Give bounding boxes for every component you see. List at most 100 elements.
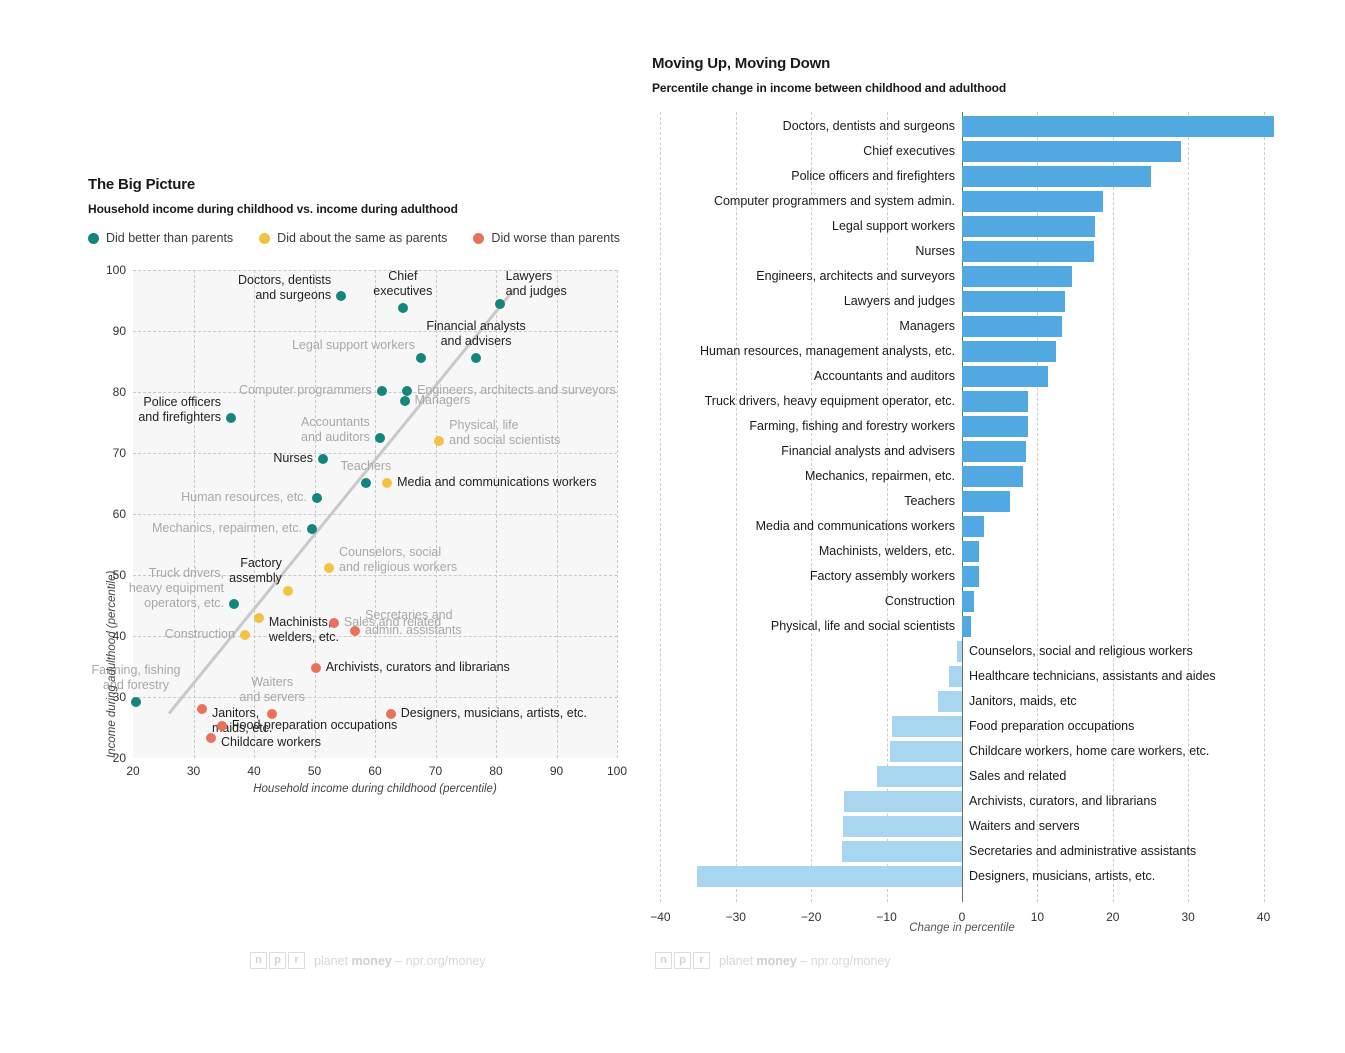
bar[interactable] <box>962 116 1275 137</box>
scatter-point[interactable] <box>385 709 396 720</box>
bar-row[interactable]: Healthcare technicians, assistants and a… <box>650 664 1345 689</box>
bar-row[interactable]: Physical, life and social scientists <box>650 614 1345 639</box>
bar[interactable] <box>843 791 962 812</box>
bar-row[interactable]: Secretaries and administrative assistant… <box>650 839 1345 864</box>
bar-row[interactable]: Teachers <box>650 489 1345 514</box>
scatter-point[interactable] <box>376 386 387 397</box>
bar[interactable] <box>956 641 962 662</box>
bar[interactable] <box>962 316 1063 337</box>
bar-row[interactable]: Nurses <box>650 239 1345 264</box>
scatter-point[interactable] <box>434 436 445 447</box>
bar[interactable] <box>962 516 984 537</box>
npr-letter-r: r <box>288 952 305 969</box>
bar[interactable] <box>962 241 1094 262</box>
scatter-point[interactable] <box>350 626 361 637</box>
bar-row[interactable]: Childcare workers, home care workers, et… <box>650 739 1345 764</box>
bar-row[interactable]: Computer programmers and system admin. <box>650 189 1345 214</box>
scatter-point[interactable] <box>206 732 217 743</box>
scatter-point[interactable] <box>253 612 264 623</box>
scatter-point[interactable] <box>311 493 322 504</box>
scatter-point[interactable] <box>267 709 278 720</box>
scatter-point[interactable] <box>239 629 250 640</box>
scatter-point[interactable] <box>282 585 293 596</box>
legend-item-2[interactable]: Did worse than parents <box>473 231 620 245</box>
bar[interactable] <box>962 491 1011 512</box>
scatter-point[interactable] <box>471 352 482 363</box>
bar-row[interactable]: Truck drivers, heavy equipment operator,… <box>650 389 1345 414</box>
bar-row[interactable]: Doctors, dentists and surgeons <box>650 114 1345 139</box>
bar-row[interactable]: Designers, musicians, artists, etc. <box>650 864 1345 889</box>
scatter-point[interactable] <box>397 302 408 313</box>
bar[interactable] <box>962 591 975 612</box>
bar-row[interactable]: Media and communications workers <box>650 514 1345 539</box>
bar[interactable] <box>696 866 962 887</box>
bar-row[interactable]: Farming, fishing and forestry workers <box>650 414 1345 439</box>
bar-row[interactable]: Machinists, welders, etc. <box>650 539 1345 564</box>
bar[interactable] <box>949 666 962 687</box>
bar[interactable] <box>962 466 1024 487</box>
scatter-point[interactable] <box>382 477 393 488</box>
scatter-point[interactable] <box>494 299 505 310</box>
bar[interactable] <box>962 216 1095 237</box>
bar[interactable] <box>891 716 962 737</box>
bar[interactable] <box>889 741 962 762</box>
bar[interactable] <box>962 441 1027 462</box>
bar-row[interactable]: Waiters and servers <box>650 814 1345 839</box>
scatter-point[interactable] <box>415 353 426 364</box>
scatter-point[interactable] <box>360 477 371 488</box>
scatter-point[interactable] <box>307 523 318 534</box>
bar[interactable] <box>962 366 1048 387</box>
scatter-point-label: Engineers, architects and surveyors <box>417 383 616 398</box>
bar-row[interactable]: Chief executives <box>650 139 1345 164</box>
bar[interactable] <box>962 291 1066 312</box>
bar-row[interactable]: Lawyers and judges <box>650 289 1345 314</box>
scatter-point[interactable] <box>324 563 335 574</box>
bar-row[interactable]: Engineers, architects and surveyors <box>650 264 1345 289</box>
bar-row[interactable]: Financial analysts and advisers <box>650 439 1345 464</box>
bar[interactable] <box>962 341 1057 362</box>
bar-category-label: Police officers and firefighters <box>791 169 955 183</box>
bar[interactable] <box>962 416 1028 437</box>
bar[interactable] <box>962 391 1029 412</box>
legend-item-0[interactable]: Did better than parents <box>88 231 233 245</box>
scatter-point[interactable] <box>402 386 413 397</box>
bar-row[interactable]: Counselors, social and religious workers <box>650 639 1345 664</box>
bar-row[interactable]: Food preparation occupations <box>650 714 1345 739</box>
bar-category-label: Mechanics, repairmen, etc. <box>804 469 955 483</box>
bar[interactable] <box>842 841 962 862</box>
bar-row[interactable]: Accountants and auditors <box>650 364 1345 389</box>
bar[interactable] <box>962 566 979 587</box>
scatter-point[interactable] <box>336 291 347 302</box>
legend-item-1[interactable]: Did about the same as parents <box>259 231 447 245</box>
bar-row[interactable]: Construction <box>650 589 1345 614</box>
scatter-point[interactable] <box>317 454 328 465</box>
scatter-point[interactable] <box>310 663 321 674</box>
bar[interactable] <box>962 141 1181 162</box>
scatter-point[interactable] <box>374 433 385 444</box>
scatter-point[interactable] <box>229 599 240 610</box>
bar-row[interactable]: Janitors, maids, etc <box>650 689 1345 714</box>
bar-row[interactable]: Police officers and firefighters <box>650 164 1345 189</box>
bar[interactable] <box>962 266 1073 287</box>
bar-row[interactable]: Archivists, curators, and librarians <box>650 789 1345 814</box>
bar[interactable] <box>876 766 962 787</box>
scatter-y-tick: 60 <box>112 507 126 521</box>
scatter-point[interactable] <box>399 395 410 406</box>
bar-row[interactable]: Human resources, management analysts, et… <box>650 339 1345 364</box>
scatter-point[interactable] <box>196 703 207 714</box>
scatter-point[interactable] <box>226 412 236 423</box>
bar[interactable] <box>962 191 1103 212</box>
scatter-point[interactable] <box>131 696 142 707</box>
bar[interactable] <box>962 166 1152 187</box>
bar-row[interactable]: Factory assembly workers <box>650 564 1345 589</box>
bar[interactable] <box>962 616 972 637</box>
bar-row[interactable]: Mechanics, repairmen, etc. <box>650 464 1345 489</box>
bar[interactable] <box>962 541 979 562</box>
bar[interactable] <box>842 816 962 837</box>
bar-row[interactable]: Sales and related <box>650 764 1345 789</box>
bar-row[interactable]: Legal support workers <box>650 214 1345 239</box>
bar-row[interactable]: Managers <box>650 314 1345 339</box>
scatter-point[interactable] <box>216 721 227 732</box>
bar[interactable] <box>937 691 962 712</box>
scatter-point[interactable] <box>328 618 339 629</box>
